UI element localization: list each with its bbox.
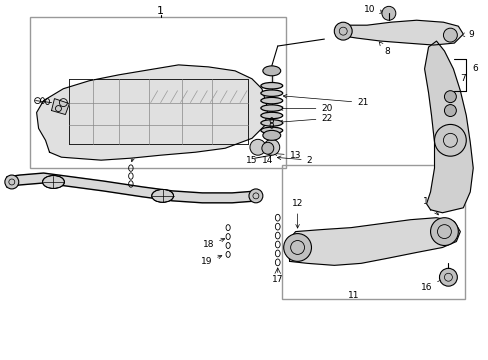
Text: 4: 4 [47, 88, 76, 100]
Text: 21: 21 [283, 94, 368, 107]
Polygon shape [37, 65, 267, 160]
Text: 10: 10 [363, 5, 383, 14]
Text: 2: 2 [277, 156, 312, 165]
Text: 8: 8 [378, 42, 389, 55]
Circle shape [264, 139, 279, 155]
Circle shape [444, 91, 455, 103]
Circle shape [5, 175, 19, 189]
Ellipse shape [260, 105, 282, 111]
Text: 14: 14 [262, 156, 273, 165]
Polygon shape [51, 99, 69, 114]
Circle shape [248, 189, 263, 203]
Text: 18: 18 [203, 238, 224, 249]
Ellipse shape [42, 176, 64, 188]
Text: 11: 11 [347, 291, 359, 300]
Text: 3: 3 [70, 94, 99, 105]
Text: 1: 1 [157, 6, 164, 16]
Text: 15: 15 [245, 156, 257, 165]
Ellipse shape [260, 90, 282, 96]
Ellipse shape [263, 66, 280, 76]
Text: 6: 6 [471, 64, 477, 73]
Ellipse shape [260, 127, 282, 134]
Text: 9: 9 [460, 30, 473, 39]
Text: 22: 22 [279, 114, 332, 124]
Text: 7: 7 [459, 74, 465, 83]
Circle shape [334, 22, 351, 40]
Circle shape [262, 142, 273, 154]
Text: 5: 5 [131, 114, 145, 162]
Text: 17: 17 [271, 275, 283, 284]
Circle shape [434, 125, 466, 156]
Circle shape [283, 234, 311, 261]
Bar [281, 165, 464, 299]
Circle shape [443, 28, 456, 42]
Polygon shape [7, 173, 257, 203]
Circle shape [381, 6, 395, 20]
Ellipse shape [151, 189, 173, 202]
Ellipse shape [260, 82, 282, 89]
Bar [30, 17, 285, 168]
Circle shape [444, 105, 455, 117]
Text: 20: 20 [279, 104, 332, 113]
Text: 12: 12 [291, 199, 303, 228]
Polygon shape [335, 20, 462, 45]
Ellipse shape [263, 130, 280, 140]
Text: 19: 19 [201, 255, 222, 266]
Ellipse shape [260, 98, 282, 104]
Circle shape [249, 139, 265, 155]
Text: 12: 12 [422, 197, 437, 215]
Ellipse shape [260, 112, 282, 119]
Polygon shape [424, 41, 472, 213]
Circle shape [439, 268, 456, 286]
Polygon shape [287, 218, 459, 265]
Ellipse shape [260, 120, 282, 126]
Text: 16: 16 [420, 279, 442, 292]
Text: 13: 13 [273, 151, 301, 160]
Circle shape [429, 218, 457, 246]
